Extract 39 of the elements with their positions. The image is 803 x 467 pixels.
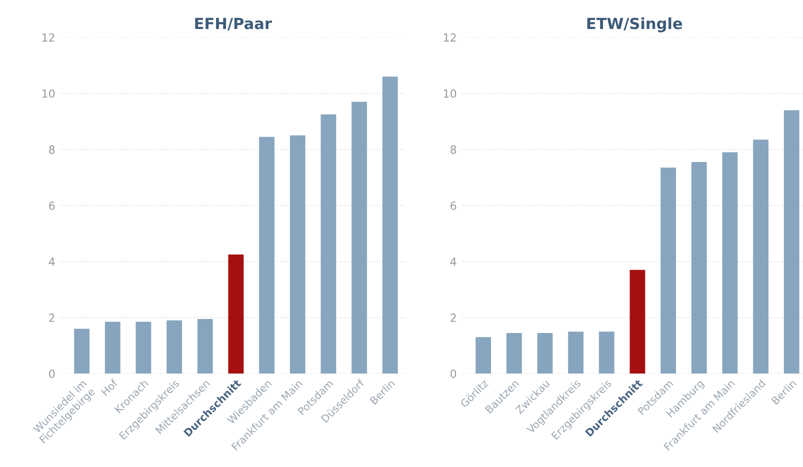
y-tick-label: 2 [49, 314, 54, 322]
bar [166, 320, 182, 374]
y-tick-label: 0 [450, 370, 456, 378]
chart-title: ETW/Single [587, 17, 682, 32]
bar [104, 322, 120, 374]
bar [568, 332, 584, 374]
bar [691, 162, 707, 374]
bar [352, 102, 367, 374]
x-tick-label: Hof [100, 378, 118, 396]
bar [598, 332, 614, 374]
bar [722, 152, 738, 374]
bar [476, 337, 492, 374]
y-tick-label: 12 [444, 33, 456, 42]
y-tick-label: 12 [42, 33, 54, 42]
y-tick-label: 6 [450, 201, 456, 210]
bar [537, 332, 553, 374]
bar [74, 328, 90, 374]
y-tick-label: 0 [49, 370, 55, 378]
bar [197, 318, 213, 374]
y-tick-label: 8 [450, 145, 456, 154]
bar [630, 270, 646, 374]
bar [784, 110, 800, 374]
y-tick-label: 8 [49, 145, 55, 154]
y-tick-label: 10 [42, 89, 55, 98]
chart-title: EFH/Paar [195, 18, 272, 30]
bar [228, 254, 244, 374]
bar [259, 136, 274, 374]
bar [753, 140, 768, 374]
bar [660, 168, 676, 374]
y-tick-label: 2 [450, 314, 456, 322]
bar [136, 322, 152, 374]
y-tick-label: 4 [450, 258, 456, 266]
y-tick-label: 10 [444, 89, 456, 98]
y-tick-label: 4 [48, 258, 55, 266]
bar [320, 114, 336, 374]
bar [290, 135, 306, 374]
bar [506, 332, 522, 374]
y-tick-label: 6 [49, 201, 55, 210]
bar [382, 76, 398, 374]
